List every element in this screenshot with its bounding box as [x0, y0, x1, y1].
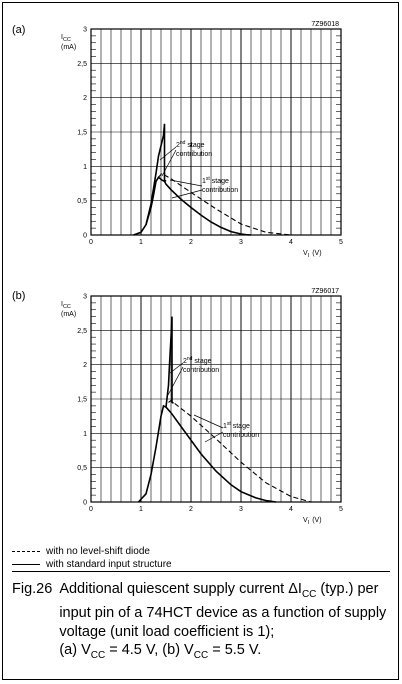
annotation-contribution: contribution	[223, 432, 259, 439]
caption-part-2c: = 5.5 V.	[208, 642, 262, 659]
y-tick-label: 0,5	[77, 465, 87, 472]
y-tick-label: 1,5	[77, 397, 87, 404]
annotation-sup: nd	[187, 356, 193, 362]
annotation-pointer	[193, 414, 224, 443]
series-line-dashed	[168, 399, 312, 503]
x-tick-label: 1	[139, 506, 143, 513]
series-line-solid	[165, 316, 174, 408]
x-tick-label: 0	[89, 506, 93, 513]
figure-code: 7Z96018	[311, 21, 339, 28]
y-tick-label: 3	[83, 27, 87, 34]
y-tick-label: 1	[83, 164, 87, 171]
caption-sub-2: CC	[90, 650, 106, 662]
figure-code: 7Z96017	[311, 288, 339, 295]
x-axis-label-sub: I	[308, 253, 310, 259]
y-tick-label: 0,5	[77, 198, 87, 205]
y-axis-label: ICC	[61, 301, 71, 310]
y-tick-label: 2,5	[77, 328, 87, 335]
annotation-contribution: contribution	[202, 187, 238, 194]
y-axis-label: ICC	[61, 34, 71, 43]
annotation-stage-1: 1st stage	[202, 176, 229, 185]
legend-item-solid: with standard input structure	[12, 558, 172, 571]
annotation-pointer	[167, 362, 184, 396]
annotation-pointer	[169, 179, 203, 199]
caption-sub-3: CC	[193, 650, 209, 662]
annotation-post: stage	[210, 178, 229, 185]
series-line-solid	[145, 123, 167, 225]
series-line-solid	[137, 404, 277, 503]
x-axis-label-sub: I	[308, 520, 310, 526]
y-tick-label: 3	[83, 294, 87, 301]
x-tick-label: 2	[189, 239, 193, 246]
y-tick-label: 0	[83, 500, 87, 507]
x-tick-label: 0	[89, 239, 93, 246]
y-tick-label: 2	[83, 95, 87, 102]
x-axis-label: VI (V)	[303, 250, 322, 259]
y-tick-label: 1,5	[77, 130, 87, 137]
annotation-post: stage	[231, 423, 250, 430]
legend-item-dashed: with no level-shift diode	[12, 545, 172, 558]
panel-label: (a)	[12, 24, 25, 36]
plot-frame	[90, 295, 342, 503]
legend-dashed-swatch	[12, 551, 40, 552]
legend-solid-label: with standard input structure	[46, 559, 172, 570]
caption-part-1b: (typ.) per input pin of a 74HCT device a…	[59, 581, 387, 640]
caption-part-2a: (a) V	[59, 642, 91, 659]
x-tick-label: 3	[239, 239, 243, 246]
annotation-stage-1: 1st stage	[223, 421, 250, 430]
legend-solid-swatch	[12, 564, 40, 565]
y-axis-unit: (mA)	[61, 311, 76, 318]
legend: with no level-shift diode with standard …	[12, 545, 172, 571]
y-tick-label: 2,5	[77, 61, 87, 68]
annotation-post: stage	[192, 358, 211, 365]
plot-frame	[90, 28, 342, 236]
caption-text: Additional quiescent supply current ΔICC…	[59, 580, 392, 666]
x-tick-label: 1	[139, 239, 143, 246]
annotation-contribution: contribution	[183, 367, 219, 374]
x-axis-unit: (V)	[312, 250, 321, 257]
x-axis-unit: (V)	[312, 517, 321, 524]
annotation-pointer	[159, 146, 177, 177]
figure-caption: Fig.26 Additional quiescent supply curre…	[12, 580, 392, 666]
caption-divider	[12, 571, 390, 572]
panel-label: (b)	[12, 290, 25, 302]
x-tick-label: 4	[289, 239, 293, 246]
y-tick-label: 2	[83, 362, 87, 369]
y-tick-label: 1	[83, 431, 87, 438]
y-axis-label-sub: CC	[63, 304, 71, 310]
y-tick-label: 0	[83, 233, 87, 240]
x-tick-label: 2	[189, 506, 193, 513]
annotation-stage-2: 2nd stage	[176, 140, 205, 149]
annotation-contribution: contribution	[176, 151, 212, 158]
x-tick-label: 4	[289, 506, 293, 513]
x-tick-label: 5	[339, 239, 343, 246]
legend-dashed-label: with no level-shift diode	[46, 546, 150, 557]
caption-part-1: Additional quiescent supply current ΔI	[59, 581, 302, 597]
x-axis-label: VI (V)	[303, 517, 322, 526]
caption-sub-1: CC	[301, 588, 317, 600]
annotation-sup: st	[227, 421, 232, 427]
y-axis-label-sub: CC	[63, 37, 71, 43]
annotation-post: stage	[185, 142, 204, 149]
annotation-sup: st	[206, 176, 211, 182]
caption-part-2b: = 4.5 V, (b) V	[105, 642, 194, 659]
annotation-sup: nd	[180, 140, 186, 146]
annotation-stage-2: 2nd stage	[183, 356, 212, 365]
series-line-dashed	[158, 172, 292, 236]
y-axis-unit: (mA)	[61, 44, 76, 51]
x-tick-label: 5	[339, 506, 343, 513]
figure-frame	[2, 2, 399, 680]
x-tick-label: 3	[239, 506, 243, 513]
caption-number: Fig.26	[12, 581, 53, 597]
